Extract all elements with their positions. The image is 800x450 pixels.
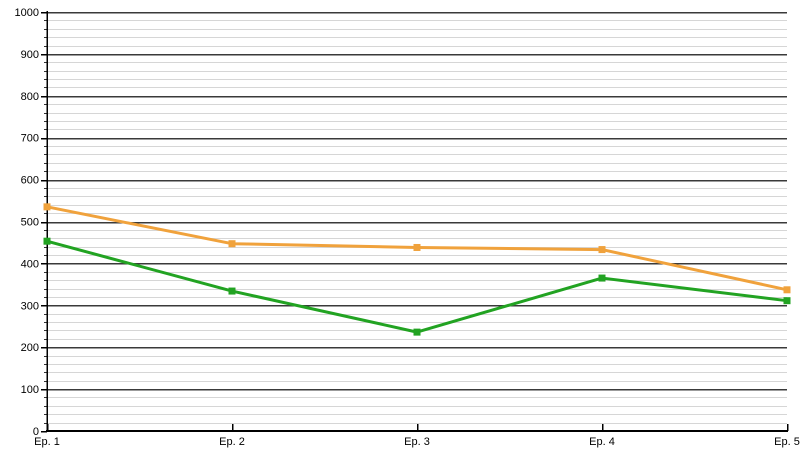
green-series-marker — [598, 274, 606, 282]
green-series-marker — [413, 328, 421, 336]
y-axis-tick-label: 900 — [21, 49, 39, 61]
x-axis-label: Ep. 1 — [34, 436, 60, 448]
x-axis-label: Ep. 3 — [404, 436, 430, 448]
orange-series-marker — [228, 240, 236, 248]
x-axis-label: Ep. 2 — [219, 436, 245, 448]
y-axis-tick-label: 400 — [21, 258, 39, 270]
green-series-marker — [43, 237, 51, 245]
orange-series-marker — [43, 203, 51, 211]
y-axis-tick-label: 1000 — [15, 7, 39, 19]
green-series-marker — [783, 297, 791, 305]
orange-series-marker — [413, 243, 421, 251]
orange-series-marker — [783, 286, 791, 294]
y-axis-tick-label: 800 — [21, 91, 39, 103]
y-axis-tick-label: 300 — [21, 300, 39, 312]
x-axis-label: Ep. 4 — [589, 436, 615, 448]
orange-series-marker — [598, 246, 606, 254]
y-axis-tick-label: 100 — [21, 384, 39, 396]
y-axis-tick-label: 600 — [21, 175, 39, 187]
y-axis-tick-label: 700 — [21, 133, 39, 145]
green-series-marker — [228, 287, 236, 295]
y-axis-tick-label: 500 — [21, 217, 39, 229]
y-axis-tick-label: 0 — [33, 426, 39, 438]
x-axis-label: Ep. 5 — [774, 436, 800, 448]
y-axis-tick-label: 200 — [21, 342, 39, 354]
